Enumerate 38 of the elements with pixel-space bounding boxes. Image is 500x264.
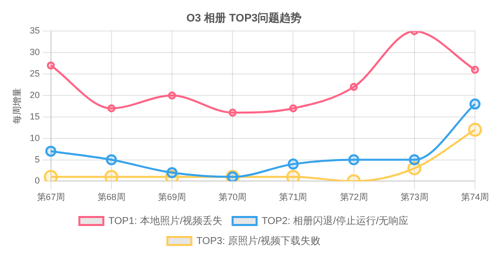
legend-label: TOP3: 原照片/视频下载失败 <box>196 234 321 247</box>
point <box>469 98 480 110</box>
legend-label: TOP2: 相册闪退/停止运行/无响应 <box>262 214 409 227</box>
point <box>350 82 358 91</box>
point <box>45 146 56 157</box>
point <box>166 167 178 178</box>
point <box>168 91 176 100</box>
point <box>228 108 237 117</box>
y-tick-label: 35 <box>30 26 40 36</box>
y-tick-label: 30 <box>30 47 40 58</box>
point <box>286 170 300 182</box>
y-tick-label: 15 <box>30 111 40 122</box>
point <box>348 154 360 166</box>
legend-label: TOP1: 本地照片/视频丢失 <box>108 214 223 227</box>
point <box>408 154 420 166</box>
x-tick-label: 第74周 <box>460 192 489 202</box>
point <box>107 104 116 112</box>
y-tick-label: 5 <box>34 154 40 164</box>
x-tick-label: 第73周 <box>400 192 428 202</box>
point <box>288 158 299 170</box>
point <box>468 122 482 137</box>
y-tick-label: 20 <box>30 90 40 100</box>
point <box>104 170 118 182</box>
y-tick-label: 0 <box>34 176 40 186</box>
point <box>106 154 117 166</box>
x-tick-label: 第71周 <box>279 192 308 202</box>
point <box>289 104 298 112</box>
y-axis-title: 每周增量 <box>12 88 22 124</box>
x-tick-label: 第72周 <box>340 192 368 202</box>
y-tick-label: 25 <box>30 68 40 79</box>
point <box>46 61 55 70</box>
y-tick-label: 10 <box>30 132 40 143</box>
x-tick-label: 第69周 <box>158 192 186 202</box>
x-tick-label: 第70周 <box>218 192 247 202</box>
x-tick-label: 第68周 <box>97 192 126 202</box>
x-tick-label: 第67周 <box>36 192 65 202</box>
point <box>470 66 479 74</box>
chart-title: O3 相册 TOP3问题趋势 <box>186 12 302 25</box>
